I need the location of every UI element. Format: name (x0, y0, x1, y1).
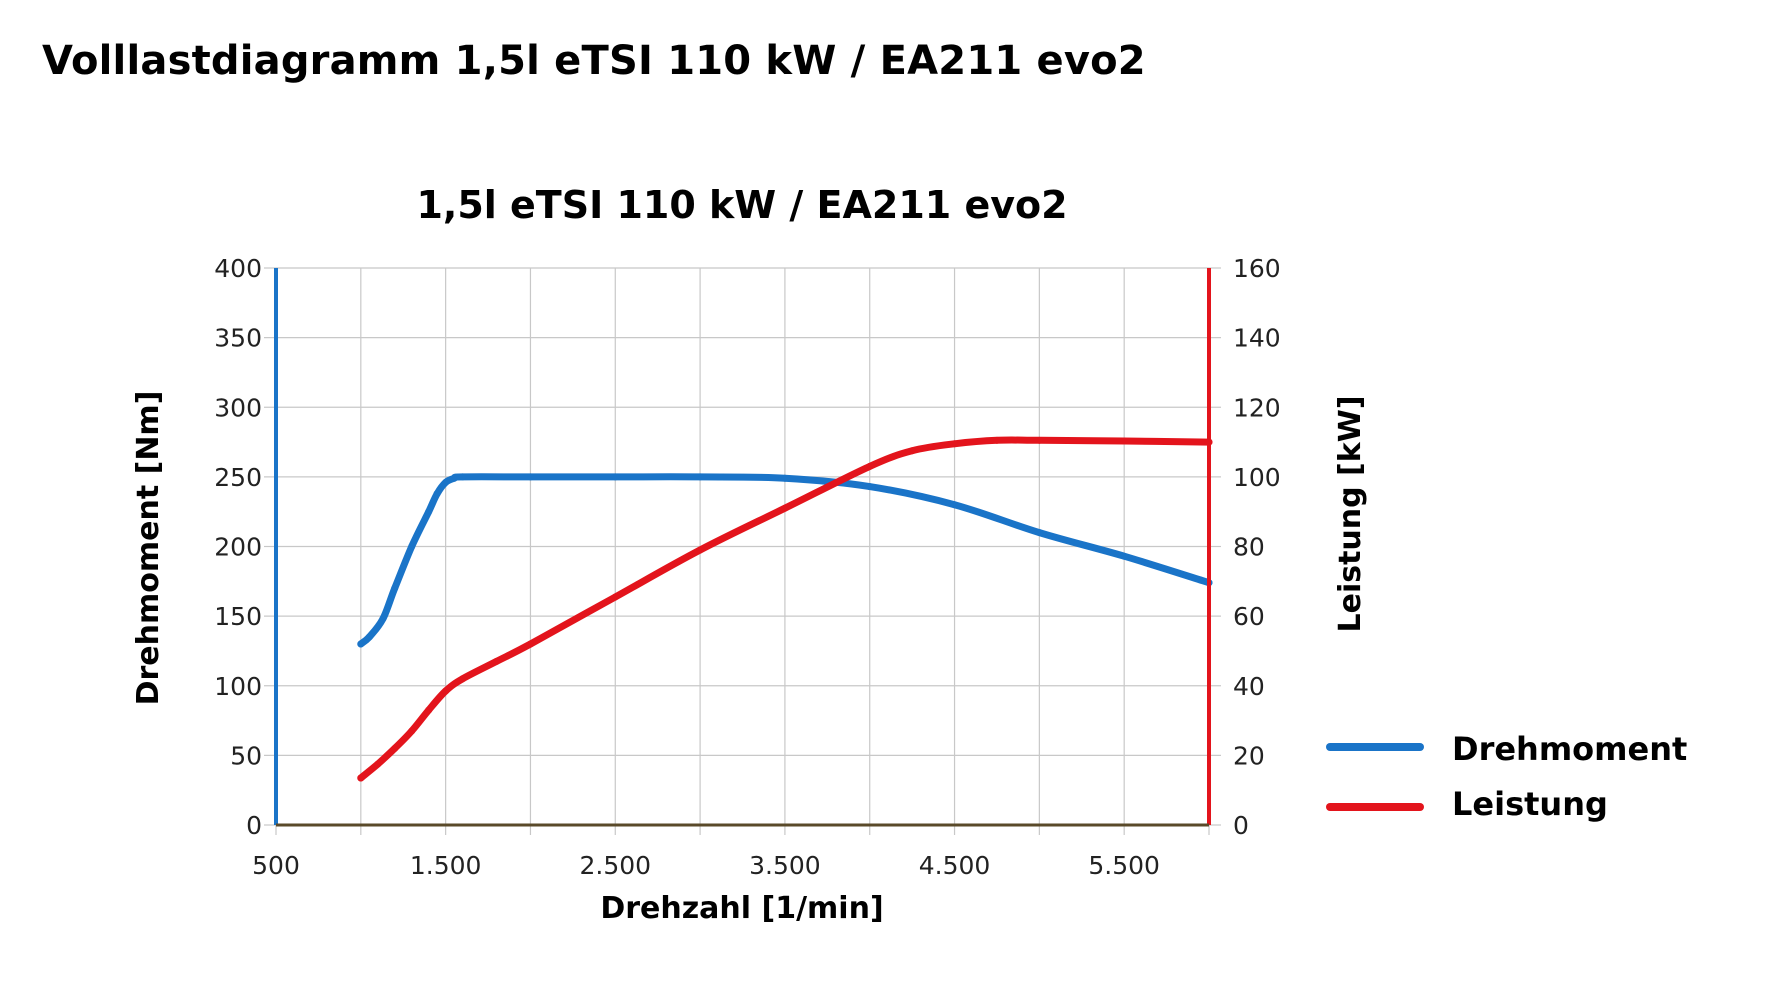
y-right-tick-label: 60 (1233, 602, 1265, 631)
torque-point (459, 473, 467, 481)
legend-label-power: Leistung (1452, 785, 1608, 823)
torque-point (866, 483, 874, 491)
power-point (374, 760, 382, 768)
legend-label-torque: Drehmoment (1452, 730, 1687, 768)
power-point (357, 774, 365, 782)
torque-point (781, 474, 789, 482)
torque-point (450, 474, 458, 482)
power-point (493, 657, 501, 665)
y-right-tick-label: 0 (1233, 811, 1249, 840)
torque-point (526, 473, 534, 481)
y-left-tick-label: 250 (214, 463, 262, 492)
torque-point (408, 543, 416, 550)
torque-point (357, 640, 365, 648)
x-tick-label: 5.500 (1088, 851, 1160, 880)
x-tick-label: 500 (252, 851, 300, 880)
power-point (526, 640, 534, 648)
y-left-tick-label: 350 (214, 324, 262, 353)
series-torque-line (357, 473, 1213, 648)
torque-point (696, 473, 704, 481)
x-tick-label: 2.500 (579, 851, 651, 880)
y-left-tick-label: 200 (214, 533, 262, 562)
tick-labels: 0 50 100 150 200 250 300 350 400 0 20 40 60 80 100 120 1… (214, 254, 1280, 880)
power-point (908, 447, 916, 455)
power-point (408, 727, 416, 735)
torque-point (442, 478, 450, 486)
power-point (442, 687, 450, 695)
power-point (425, 706, 433, 714)
y-right-tick-label: 40 (1233, 672, 1265, 701)
power-point (1035, 436, 1043, 444)
y-right-tick-label: 120 (1233, 393, 1281, 422)
y-left-tick-label: 400 (214, 254, 262, 283)
y-left-tick-label: 50 (230, 741, 262, 770)
y-right-axis-title: Leistung [kW] (1333, 395, 1368, 632)
torque-point (433, 490, 441, 498)
power-point (391, 744, 399, 752)
power-point (459, 675, 467, 683)
y-left-tick-label: 100 (214, 672, 262, 701)
power-point (696, 546, 704, 554)
power-point (993, 436, 1001, 444)
torque-point (1120, 552, 1128, 560)
power-point (866, 462, 874, 470)
power-point (611, 593, 619, 601)
x-axis-title: Drehzahl [1/min] (600, 891, 883, 926)
torque-point (1035, 529, 1043, 537)
torque-point (391, 584, 399, 592)
torque-point (425, 508, 433, 516)
x-tick-label: 4.500 (919, 851, 991, 880)
chart-title: 1,5l eTSI 110 kW / EA211 evo2 (416, 183, 1067, 227)
torque-point (379, 615, 387, 623)
y-right-tick-label: 140 (1233, 324, 1281, 353)
y-left-axis-title: Drehmoment [Nm] (131, 391, 166, 706)
y-left-tick-label: 150 (214, 602, 262, 631)
y-left-tick-label: 300 (214, 393, 262, 422)
torque-point (951, 501, 959, 509)
y-right-tick-label: 20 (1233, 741, 1265, 770)
x-tick-label: 3.500 (749, 851, 821, 880)
torque-point (611, 473, 619, 481)
x-tick-label: 1.500 (410, 851, 482, 880)
power-point (1120, 437, 1128, 445)
power-point (781, 504, 789, 512)
page-title: Volllastdiagramm 1,5l eTSI 110 kW / EA21… (42, 38, 1146, 84)
y-left-tick-label: 0 (246, 811, 262, 840)
y-right-tick-label: 80 (1233, 533, 1265, 562)
axes (274, 268, 1211, 827)
y-right-tick-label: 100 (1233, 463, 1281, 492)
y-right-tick-label: 160 (1233, 254, 1281, 283)
power-point (951, 440, 959, 448)
legend: Drehmoment Leistung (1326, 730, 1687, 823)
torque-point (365, 633, 373, 641)
